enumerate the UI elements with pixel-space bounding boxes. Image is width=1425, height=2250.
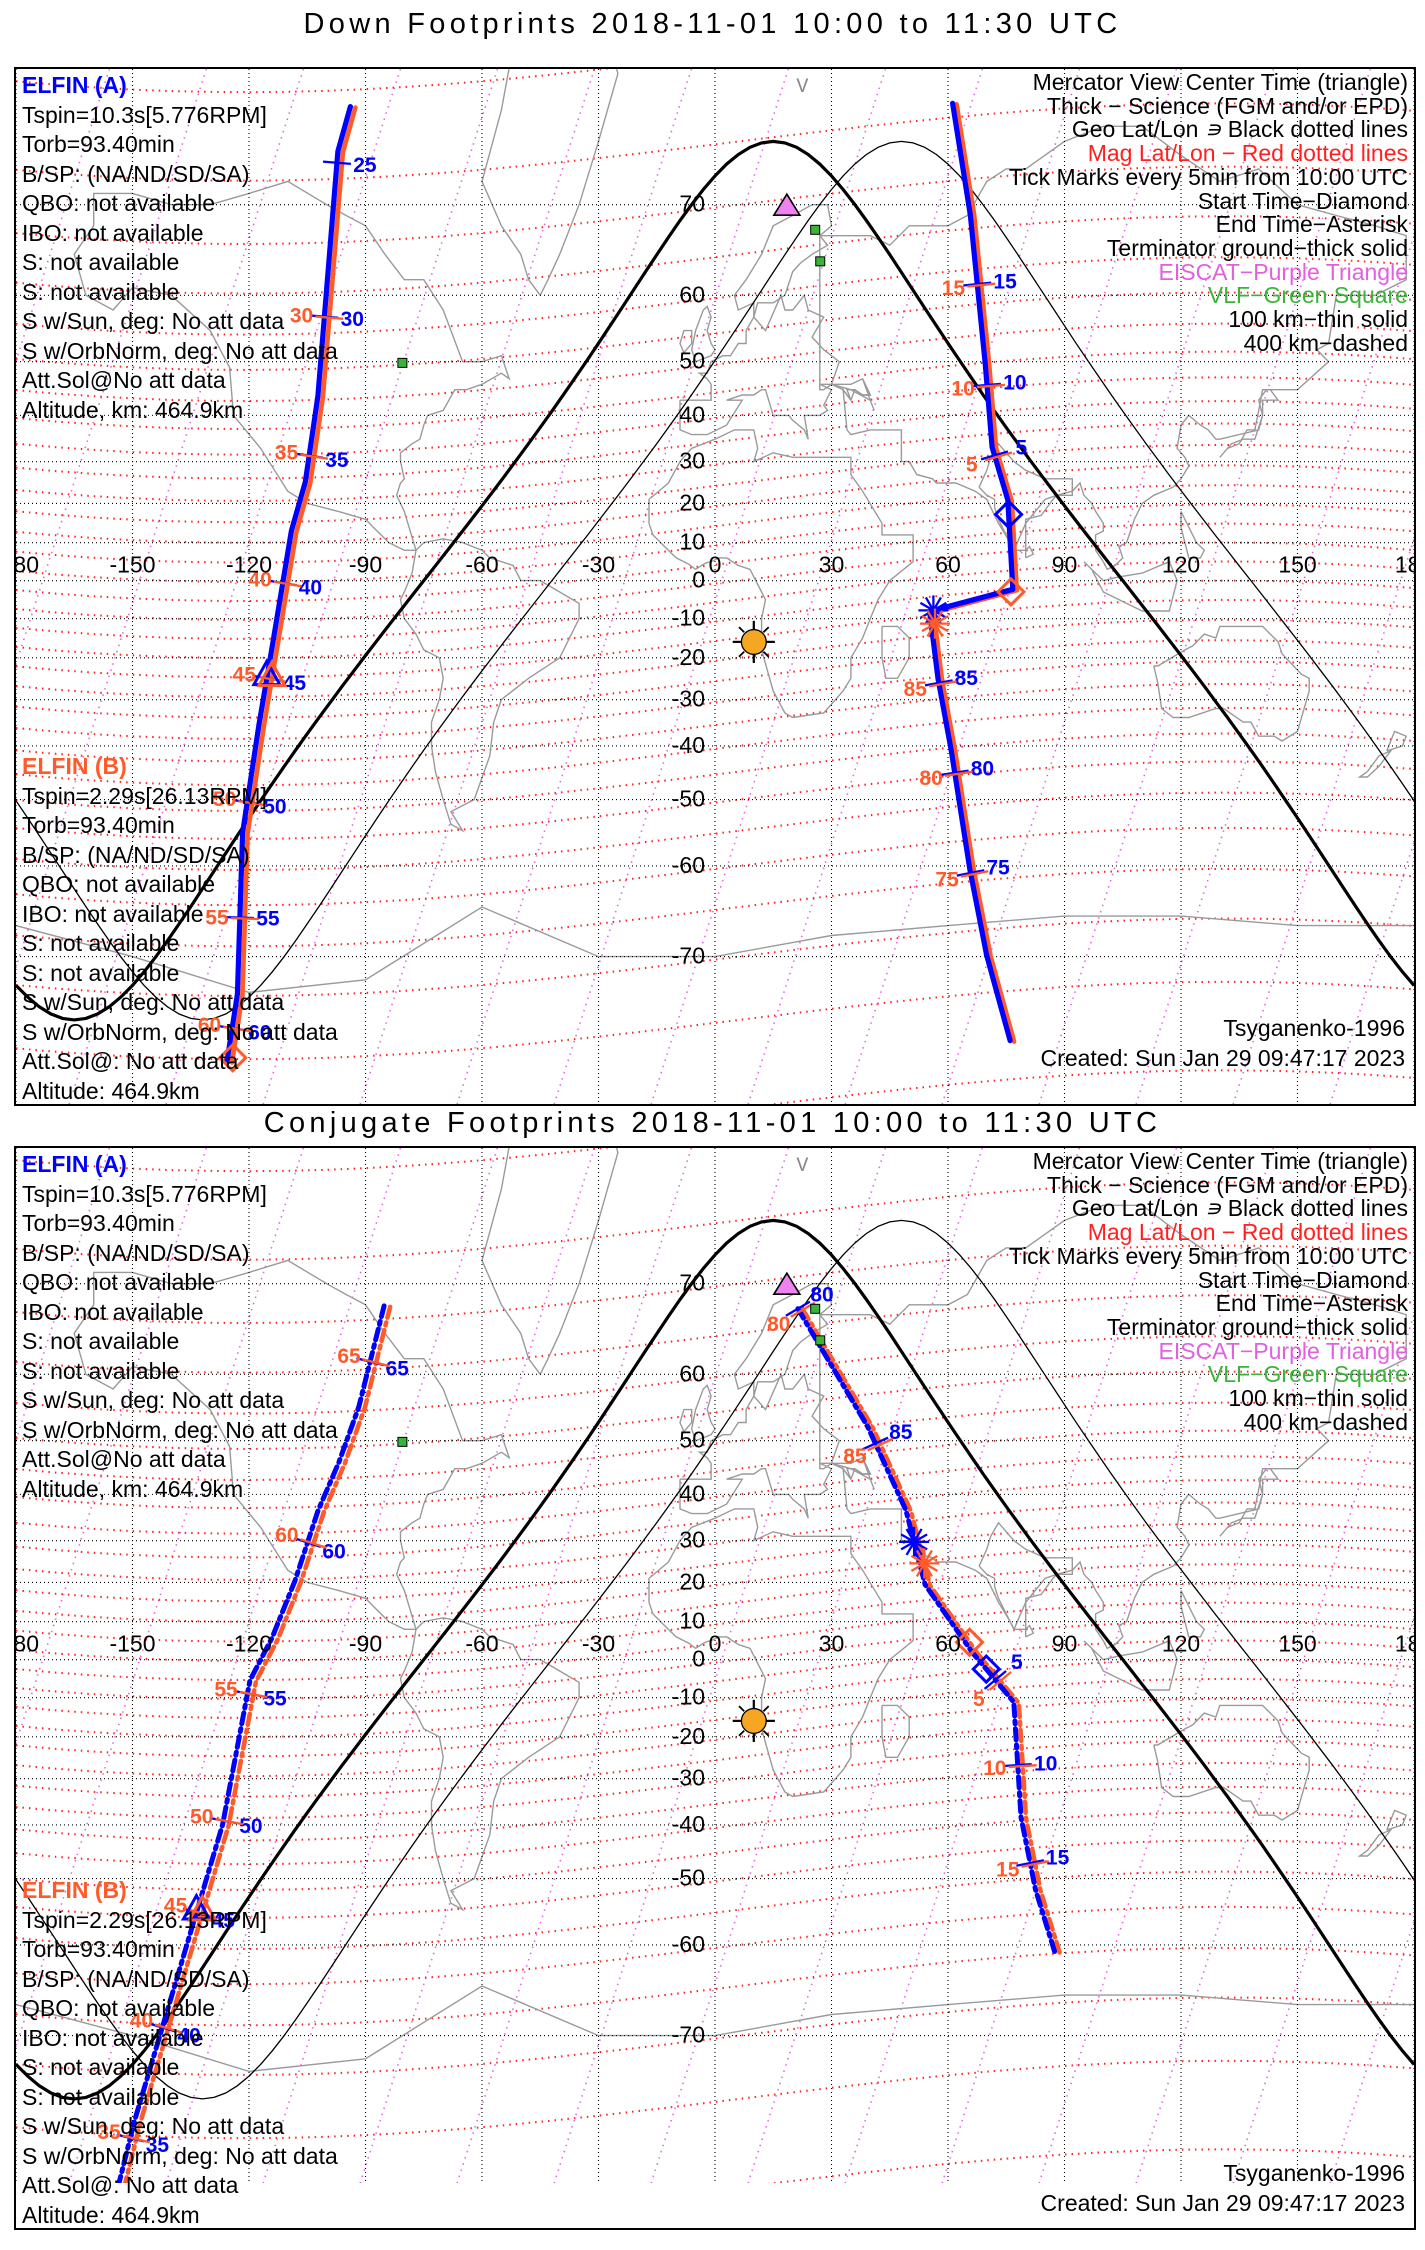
svg-text:85: 85: [904, 678, 928, 701]
svg-text:-10: -10: [672, 605, 705, 631]
svg-text:65: 65: [337, 1345, 361, 1368]
svg-text:10: 10: [983, 1757, 1006, 1780]
svg-text:-150: -150: [109, 1631, 155, 1657]
svg-text:-120: -120: [226, 1631, 272, 1657]
svg-text:75: 75: [935, 868, 959, 891]
svg-text:150: 150: [1278, 552, 1316, 578]
svg-text:85: 85: [889, 1421, 913, 1444]
svg-text:-50: -50: [672, 1865, 705, 1891]
svg-text:45: 45: [283, 672, 307, 695]
svg-text:50: 50: [679, 348, 705, 374]
svg-text:-150: -150: [109, 552, 155, 578]
svg-text:120: 120: [1162, 1631, 1200, 1657]
svg-text:45: 45: [233, 664, 257, 687]
svg-text:20: 20: [679, 1568, 705, 1594]
svg-text:10: 10: [951, 377, 974, 400]
svg-text:-60: -60: [465, 1631, 498, 1657]
svg-text:70: 70: [679, 191, 705, 217]
svg-text:180: 180: [1395, 552, 1414, 578]
svg-text:0: 0: [709, 552, 722, 578]
svg-text:85: 85: [843, 1445, 867, 1468]
svg-text:0: 0: [692, 567, 705, 593]
svg-text:20: 20: [679, 489, 705, 515]
svg-text:30: 30: [679, 1527, 705, 1553]
svg-text:-60: -60: [465, 552, 498, 578]
svg-text:30: 30: [679, 448, 705, 474]
svg-text:-40: -40: [672, 1811, 705, 1837]
svg-text:10: 10: [1034, 1752, 1057, 1775]
svg-text:-90: -90: [349, 1631, 382, 1657]
svg-text:50: 50: [190, 1805, 213, 1828]
svg-text:40: 40: [299, 577, 322, 600]
svg-text:-60: -60: [672, 852, 705, 878]
svg-text:65: 65: [386, 1358, 410, 1381]
svg-text:-10: -10: [672, 1684, 705, 1710]
svg-text:10: 10: [679, 529, 705, 555]
svg-text:-30: -30: [582, 552, 615, 578]
svg-text:60: 60: [322, 1540, 345, 1563]
svg-text:5: 5: [973, 1688, 985, 1711]
svg-text:-70: -70: [672, 943, 705, 969]
svg-text:150: 150: [1278, 1631, 1316, 1657]
svg-text:55: 55: [263, 1688, 287, 1711]
svg-text:90: 90: [1052, 1631, 1078, 1657]
svg-text:30: 30: [819, 552, 845, 578]
svg-text:-50: -50: [672, 786, 705, 812]
svg-text:-30: -30: [672, 686, 705, 712]
svg-text:60: 60: [275, 1524, 298, 1547]
svg-text:-180: -180: [16, 552, 39, 578]
svg-text:-60: -60: [672, 1931, 705, 1957]
svg-text:-180: -180: [16, 1631, 39, 1657]
svg-text:60: 60: [935, 552, 961, 578]
svg-text:70: 70: [679, 1270, 705, 1296]
svg-text:80: 80: [971, 757, 994, 780]
svg-text:30: 30: [819, 1631, 845, 1657]
svg-text:60: 60: [679, 281, 705, 307]
svg-text:180: 180: [1395, 1631, 1414, 1657]
svg-text:-120: -120: [226, 552, 272, 578]
svg-text:0: 0: [709, 1631, 722, 1657]
svg-text:10: 10: [679, 1608, 705, 1634]
svg-text:15: 15: [996, 1859, 1020, 1882]
svg-text:85: 85: [955, 667, 979, 690]
svg-text:5: 5: [1016, 437, 1028, 460]
svg-text:-20: -20: [672, 1723, 705, 1749]
svg-text:15: 15: [1046, 1847, 1070, 1870]
svg-text:40: 40: [679, 401, 705, 427]
svg-text:-30: -30: [582, 1631, 615, 1657]
svg-text:5: 5: [1011, 1651, 1023, 1674]
svg-text:-70: -70: [672, 2022, 705, 2048]
svg-text:25: 25: [353, 154, 377, 177]
svg-text:-90: -90: [349, 552, 382, 578]
svg-text:V: V: [796, 76, 808, 99]
svg-text:-40: -40: [672, 732, 705, 758]
svg-text:-30: -30: [672, 1765, 705, 1791]
svg-text:5: 5: [966, 453, 978, 476]
svg-text:120: 120: [1162, 552, 1200, 578]
svg-text:35: 35: [275, 442, 299, 465]
svg-text:60: 60: [679, 1360, 705, 1386]
svg-text:15: 15: [942, 277, 966, 300]
svg-text:80: 80: [767, 1313, 790, 1336]
svg-text:55: 55: [214, 1678, 238, 1701]
svg-text:60: 60: [935, 1631, 961, 1657]
svg-text:35: 35: [325, 449, 349, 472]
svg-text:80: 80: [919, 767, 942, 790]
svg-text:40: 40: [679, 1480, 705, 1506]
svg-text:V: V: [796, 1155, 808, 1178]
svg-text:90: 90: [1052, 552, 1078, 578]
svg-text:0: 0: [692, 1646, 705, 1672]
svg-text:30: 30: [341, 308, 364, 331]
svg-text:-20: -20: [672, 644, 705, 670]
svg-text:50: 50: [239, 1815, 262, 1838]
svg-text:10: 10: [1003, 372, 1026, 395]
svg-text:50: 50: [679, 1427, 705, 1453]
svg-text:75: 75: [986, 857, 1010, 880]
